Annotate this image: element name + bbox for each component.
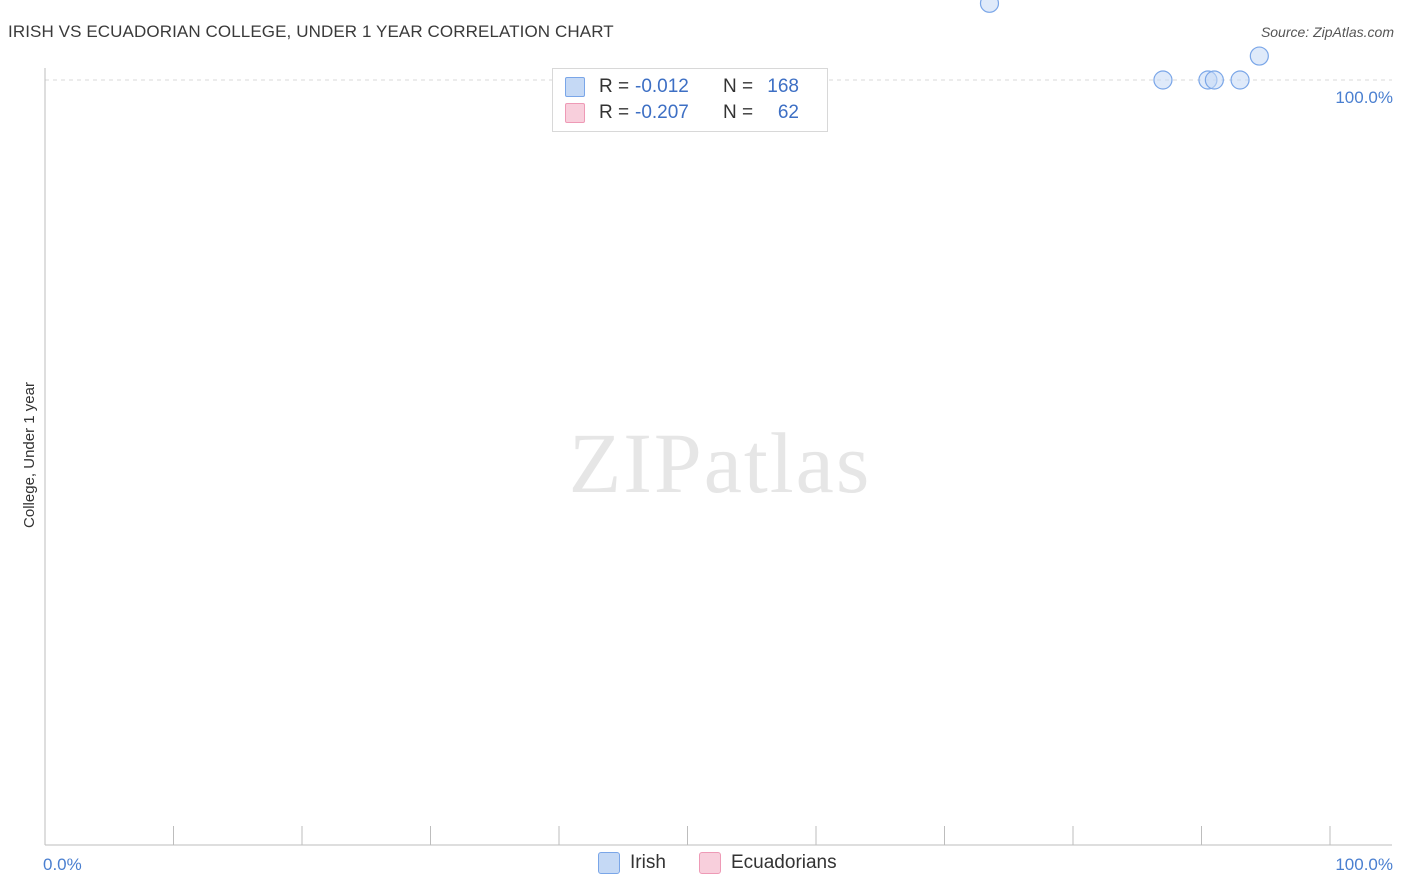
n-value: 62 [777, 102, 799, 123]
r-value: -0.012 [635, 76, 689, 97]
axes [44, 68, 1392, 846]
r-label: R = [599, 102, 630, 123]
n-label: N = [723, 102, 754, 123]
irish-points [979, 0, 1269, 90]
irish-swatch [598, 852, 620, 874]
legend-row-irish: R = -0.012 N = 168 [565, 74, 799, 100]
ecuadorians-swatch [565, 103, 585, 123]
r-value: -0.207 [635, 102, 689, 123]
x-tick-label: 0.0% [43, 855, 82, 874]
source-label: Source: ZipAtlas.com [1260, 24, 1394, 40]
irish-point [1153, 70, 1173, 90]
n-value: 168 [767, 76, 799, 97]
irish-swatch [565, 77, 585, 97]
y-tick-label: 100.0% [1335, 88, 1393, 107]
legend-item-irish[interactable]: Irish [598, 852, 666, 874]
irish-point [1204, 70, 1224, 90]
legend-label-ecuadorians: Ecuadorians [731, 852, 837, 873]
stats-legend: R = -0.012 N = 168 R = -0.207 N = 62 [552, 68, 828, 132]
legend-label-irish: Irish [630, 852, 666, 873]
series-legend: Irish Ecuadorians [0, 852, 1406, 876]
x-tick-label: 100.0% [1335, 855, 1393, 874]
n-label: N = [723, 76, 754, 97]
irish-point [979, 0, 1000, 13]
ecuadorians-swatch [699, 852, 721, 874]
irish-point [1230, 70, 1250, 90]
watermark: ZIPatlas [569, 415, 872, 511]
legend-row-ecuadorians: R = -0.207 N = 62 [565, 100, 799, 126]
y-axis-title: College, Under 1 year [21, 382, 38, 528]
r-label: R = [599, 76, 630, 97]
chart-title: IRISH VS ECUADORIAN COLLEGE, UNDER 1 YEA… [8, 22, 614, 41]
tick-labels: 40.0%60.0%80.0%100.0%0.0%100.0% [43, 88, 1393, 874]
legend-item-ecuadorians[interactable]: Ecuadorians [699, 852, 837, 874]
irish-point [1249, 46, 1269, 66]
